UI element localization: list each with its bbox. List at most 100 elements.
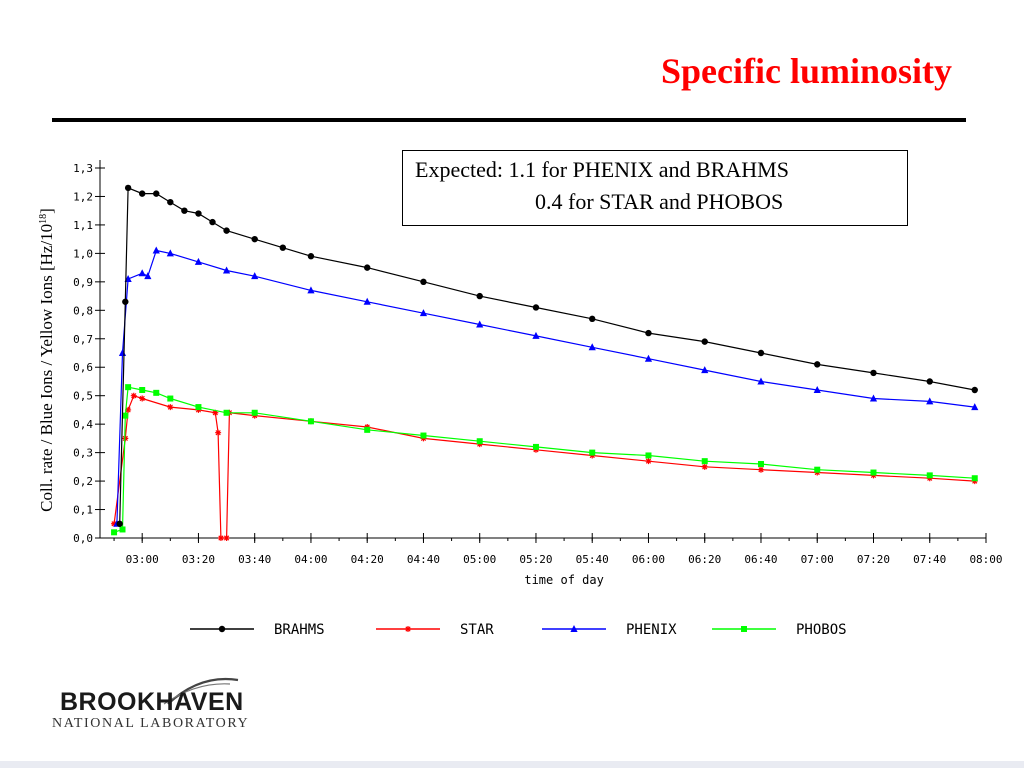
series-brahms xyxy=(116,184,978,527)
brahms-point xyxy=(870,369,877,377)
brahms-point xyxy=(124,184,132,192)
phenix-point xyxy=(138,269,146,277)
x-tick-label: 06:00 xyxy=(632,553,665,566)
phenix-point xyxy=(118,349,127,356)
series-phobos xyxy=(111,384,978,536)
star-point xyxy=(757,466,764,473)
brahms-point xyxy=(209,218,216,226)
x-tick-label: 04:00 xyxy=(294,553,327,566)
legend-label-brahms: BRAHMS xyxy=(274,622,325,638)
phenix-point xyxy=(532,331,540,339)
phenix-point xyxy=(166,249,174,257)
phenix-point xyxy=(701,366,709,374)
star-point xyxy=(645,458,652,465)
footer-bar xyxy=(0,761,1024,768)
slide-title: Specific luminosity xyxy=(660,51,952,91)
phobos-line xyxy=(113,386,975,533)
x-tick-label: 07:40 xyxy=(913,553,946,566)
phobos-point xyxy=(476,438,483,445)
brahms-point xyxy=(138,190,146,197)
y-tick-label: 1,2 xyxy=(73,190,93,203)
brahms-point xyxy=(223,227,230,234)
brahms-point xyxy=(701,338,708,345)
brahms-point xyxy=(971,386,978,394)
phobos-point xyxy=(153,389,160,396)
y-tick-label: 1,3 xyxy=(73,162,93,175)
phenix-point xyxy=(476,320,484,328)
phenix-point xyxy=(152,246,160,254)
legend-marker-phenix xyxy=(570,625,578,632)
x-tick-label: 06:40 xyxy=(744,553,777,566)
phenix-point xyxy=(757,377,765,385)
x-tick-label: 03:20 xyxy=(182,553,215,566)
logo-wordmark: BROOKHAVEN xyxy=(60,688,244,716)
phobos-point xyxy=(111,529,118,536)
luminosity-chart: 0,0 0,1 0,2 0,3 0,4 0,5 0,6 0,7 0,8 0,9 1,0 1,1 1,2 1… xyxy=(73,160,1003,638)
phobos-point xyxy=(364,426,371,433)
chart-legend: BRAHMS STAR PHENIX PHOBOS xyxy=(190,622,847,638)
legend-marker-phobos xyxy=(741,626,747,632)
phenix-point xyxy=(971,403,979,411)
legend-label-star: STAR xyxy=(460,622,494,638)
y-axis-title: Coll. rate / Blue Ions / Yellow Ions [Hz… xyxy=(37,208,56,512)
phobos-point xyxy=(701,458,708,465)
y-tick-label: 0,6 xyxy=(73,361,93,374)
brahms-point xyxy=(307,253,315,260)
note-line-2: 0.4 for STAR and PHOBOS xyxy=(535,189,784,214)
logo-subtitle: NATIONAL LABORATORY xyxy=(52,716,250,731)
star-point xyxy=(130,392,137,399)
brahms-point xyxy=(181,207,188,214)
brahms-point xyxy=(589,315,596,323)
star-point xyxy=(223,535,230,541)
x-tick-label: 04:40 xyxy=(407,553,440,566)
star-point xyxy=(217,535,224,541)
phenix-point xyxy=(222,266,231,274)
star-point xyxy=(111,520,118,527)
phobos-point xyxy=(195,404,202,411)
y-tick-label: 0,0 xyxy=(73,532,93,545)
phobos-point xyxy=(870,469,877,476)
phobos-point xyxy=(814,466,821,473)
x-tick-label: 03:00 xyxy=(126,553,159,566)
phobos-point xyxy=(307,418,314,425)
star-point xyxy=(215,429,222,436)
phenix-point xyxy=(144,272,152,280)
x-tick-label: 03:40 xyxy=(238,553,271,566)
phobos-point xyxy=(119,526,126,533)
brahms-point xyxy=(364,264,371,271)
note-line-1: Expected: 1.1 for PHENIX and BRAHMS xyxy=(415,157,789,182)
brahms-point xyxy=(167,198,174,206)
phobos-point xyxy=(167,395,174,402)
y-tick-label: 0,3 xyxy=(73,447,93,460)
star-point xyxy=(167,404,174,411)
legend-marker-star xyxy=(405,626,411,632)
x-tick-label: 07:20 xyxy=(857,553,890,566)
brahms-point xyxy=(122,298,129,305)
brahms-point xyxy=(476,292,483,300)
phobos-point xyxy=(125,384,132,391)
legend-label-phenix: PHENIX xyxy=(626,622,677,638)
logo-swoosh-icon xyxy=(163,678,239,705)
x-tick-label: 05:00 xyxy=(463,553,496,566)
brookhaven-logo: BROOKHAVEN NATIONAL LABORATORY xyxy=(52,676,282,736)
phobos-point xyxy=(589,449,596,456)
brahms-point xyxy=(251,235,258,243)
phobos-point xyxy=(926,472,933,479)
phenix-point xyxy=(813,386,821,393)
phobos-point xyxy=(251,409,258,416)
star-point xyxy=(125,406,132,413)
x-tick-label: 05:40 xyxy=(576,553,609,566)
x-tick-label: 04:20 xyxy=(351,553,384,566)
brahms-point xyxy=(279,244,287,251)
star-point xyxy=(701,463,708,470)
phobos-point xyxy=(420,432,427,439)
x-tick-label: 07:00 xyxy=(801,553,834,566)
y-tick-label: 0,9 xyxy=(73,276,93,289)
series-phenix xyxy=(113,246,979,527)
y-tick-label: 0,5 xyxy=(73,390,93,403)
phobos-point xyxy=(971,475,978,482)
phenix-point xyxy=(307,286,315,294)
y-tick-label: 0,8 xyxy=(73,304,93,317)
phobos-point xyxy=(757,461,764,467)
brahms-point xyxy=(757,349,765,357)
